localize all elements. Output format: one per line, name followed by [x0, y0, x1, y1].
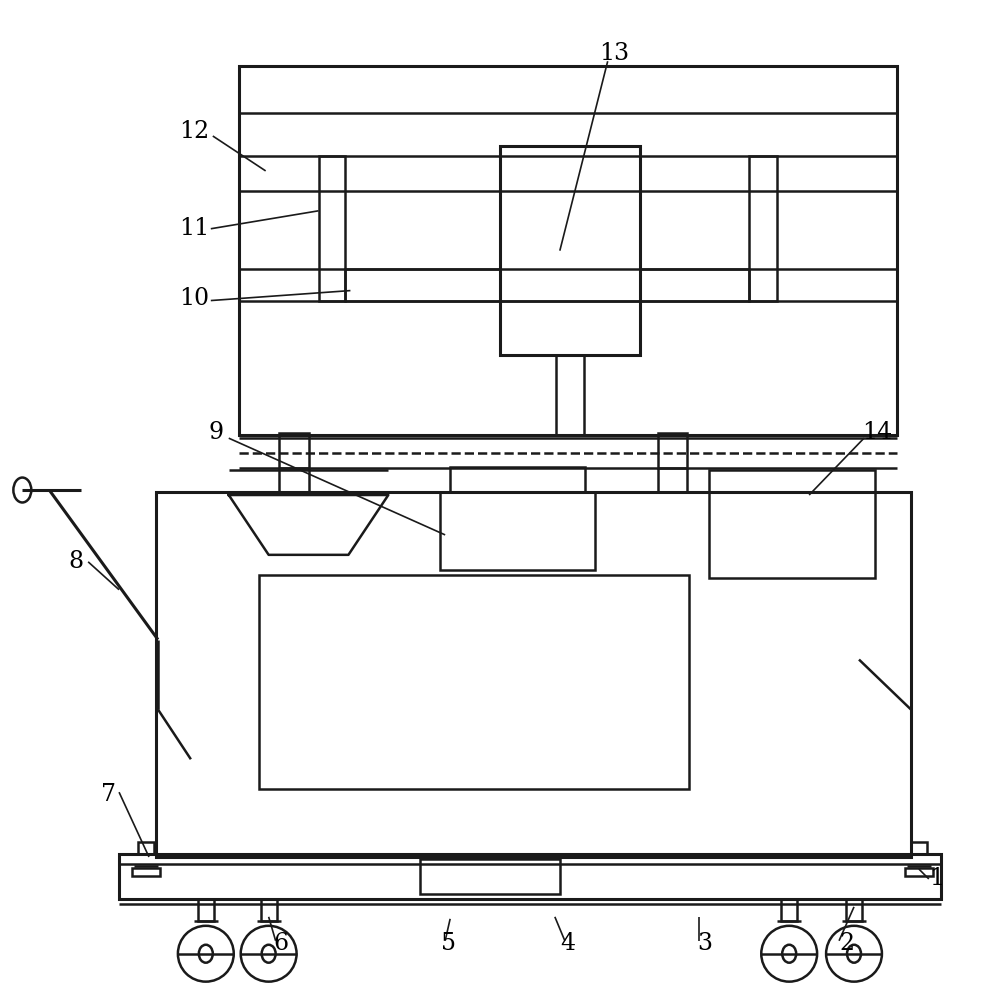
Text: 2: 2 — [839, 932, 855, 955]
Bar — [319, 156, 345, 301]
Bar — [239, 269, 897, 301]
Bar — [132, 868, 160, 875]
Text: 6: 6 — [273, 932, 288, 955]
Bar — [911, 842, 927, 854]
Text: 7: 7 — [101, 783, 116, 806]
Ellipse shape — [262, 945, 276, 963]
Text: 13: 13 — [600, 42, 630, 65]
Bar — [261, 898, 277, 921]
Text: 4: 4 — [560, 932, 575, 955]
Bar — [138, 842, 154, 854]
Text: 8: 8 — [69, 551, 84, 574]
Text: 5: 5 — [441, 932, 456, 955]
Bar — [658, 433, 687, 468]
Ellipse shape — [826, 926, 882, 982]
Bar — [709, 492, 875, 578]
Bar — [345, 269, 500, 301]
Bar — [781, 898, 797, 921]
Bar — [279, 433, 309, 468]
Text: 14: 14 — [862, 420, 892, 443]
Bar — [846, 898, 862, 921]
Bar — [556, 356, 584, 435]
Text: 3: 3 — [697, 932, 712, 955]
Bar — [156, 492, 911, 857]
Ellipse shape — [761, 926, 817, 982]
Ellipse shape — [13, 477, 31, 503]
Bar — [500, 146, 640, 356]
Text: 1: 1 — [929, 868, 944, 890]
Bar — [749, 156, 777, 301]
Text: 9: 9 — [208, 420, 223, 443]
Ellipse shape — [847, 945, 861, 963]
Bar — [259, 575, 689, 789]
Bar — [239, 156, 897, 191]
Text: 11: 11 — [179, 217, 209, 240]
Ellipse shape — [241, 926, 297, 982]
Ellipse shape — [199, 945, 213, 963]
Bar — [420, 859, 560, 893]
Ellipse shape — [178, 926, 234, 982]
Bar — [198, 898, 214, 921]
Bar — [709, 470, 875, 492]
Bar — [239, 66, 897, 435]
Bar — [440, 492, 595, 570]
Bar — [450, 467, 585, 492]
Bar — [239, 66, 897, 114]
Text: 12: 12 — [179, 120, 209, 142]
Text: 10: 10 — [179, 287, 209, 310]
Bar — [119, 854, 941, 898]
Bar — [905, 868, 933, 875]
Bar — [640, 269, 749, 301]
Ellipse shape — [782, 945, 796, 963]
